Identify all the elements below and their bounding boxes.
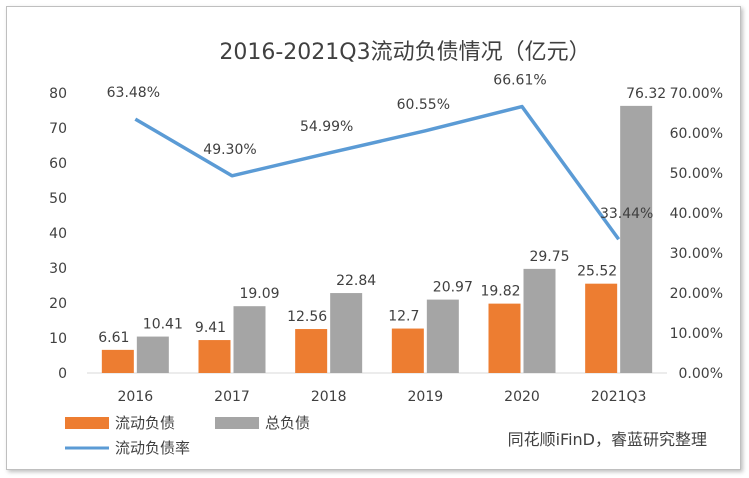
left-axis: 0 10 20 30 40 50 60 70 80 [49,86,67,382]
x-axis-tick-label: 2019 [408,389,444,405]
line-label-liability-ratio: 54.99% [300,119,353,135]
x-axis-tick-label: 2020 [504,389,540,405]
right-axis-tick-label: 40.00% [670,206,723,222]
line-label-liability-ratio: 49.30% [203,142,256,158]
bar-label-current-liabilities: 9.41 [195,320,226,336]
x-axis-tick-label: 2017 [214,389,250,405]
left-axis-tick-label: 40 [49,226,67,242]
left-axis-tick-label: 10 [49,331,67,347]
legend-label-total-liabilities: 总负债 [265,414,310,432]
bar-label-total-liabilities: 22.84 [336,273,376,289]
right-axis-tick-label: 20.00% [670,286,723,302]
bar-label-total-liabilities: 10.41 [143,317,183,333]
line-label-liability-ratio: 33.44% [600,206,653,222]
chart-title: 2016-2021Q3流动负债情况（亿元） [219,40,590,65]
right-axis-tick-label: 30.00% [670,246,723,262]
left-axis-tick-label: 0 [58,366,67,382]
left-axis-tick-label: 70 [49,121,67,137]
bar-current-liabilities [391,328,424,373]
right-axis-tick-label: 10.00% [670,326,723,342]
x-axis-tick-label: 2021Q3 [591,389,647,405]
data-labels: 6.61 9.41 12.56 12.7 19.82 25.52 10.41 19.09 22.… [98,73,666,346]
left-axis-tick-label: 20 [49,296,67,312]
bar-total-liabilities [523,268,556,373]
left-axis-tick-label: 50 [49,191,67,207]
x-axis: 2016 2017 2018 2019 2020 2021Q3 [87,372,667,405]
right-axis-tick-label: 50.00% [670,166,723,182]
right-axis-tick-label: 60.00% [670,126,723,142]
left-axis-tick-label: 30 [49,261,67,277]
bar-label-total-liabilities: 76.32 [626,86,666,102]
bar-label-total-liabilities: 19.09 [239,286,279,302]
legend-label-current-liabilities: 流动负债 [115,414,175,432]
legend: 流动负债 总负债 流动负债率 [65,414,310,457]
bar-total-liabilities [620,105,653,373]
bar-label-current-liabilities: 12.7 [388,309,419,325]
right-axis-tick-label: 70.00% [670,86,723,102]
bar-total-liabilities [136,336,169,373]
bar-label-total-liabilities: 20.97 [433,280,473,296]
bar-label-current-liabilities: 25.52 [577,264,617,280]
bar-current-liabilities [295,329,328,373]
bar-current-liabilities [585,283,618,373]
bar-label-current-liabilities: 12.56 [287,309,327,325]
x-axis-tick-label: 2016 [118,389,154,405]
line-label-liability-ratio: 63.48% [107,85,160,101]
source-note: 同花顺iFinD，睿蓝研究整理 [508,430,707,449]
bar-total-liabilities [426,299,459,373]
left-axis-tick-label: 80 [49,86,67,102]
bar-total-liabilities [233,306,266,373]
bar-current-liabilities [101,349,134,373]
x-axis-tick-label: 2018 [311,389,347,405]
legend-swatch-total-liabilities [215,417,259,429]
bar-current-liabilities [488,303,521,373]
bar-label-current-liabilities: 19.82 [480,284,520,300]
bar-current-liabilities [198,340,231,373]
bar-series [101,105,653,373]
right-axis-tick-label: 0.00% [679,366,723,382]
line-liability-ratio [134,104,621,241]
right-axis: 0.00% 10.00% 20.00% 30.00% 40.00% 50.00% 60.00… [670,86,723,382]
line-label-liability-ratio: 66.61% [493,73,546,89]
line-label-liability-ratio: 60.55% [397,97,450,113]
legend-swatch-current-liabilities [65,417,109,429]
bar-label-current-liabilities: 6.61 [98,330,129,346]
line-series [134,104,621,241]
chart-frame: 2016-2021Q3流动负债情况（亿元） 0 10 20 30 40 50 60 70 80 … [6,6,741,470]
bar-total-liabilities [330,293,363,373]
chart-svg: 2016-2021Q3流动负债情况（亿元） 01020304050607080 … [49,40,723,457]
left-axis-tick-label: 60 [49,156,67,172]
bar-label-total-liabilities: 29.75 [529,249,569,265]
legend-label-liability-ratio: 流动负债率 [115,439,190,457]
